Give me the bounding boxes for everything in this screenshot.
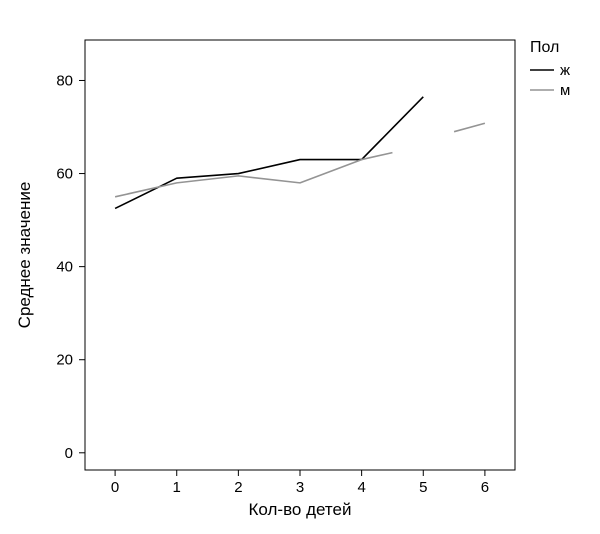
x-tick-label: 0 — [111, 479, 119, 496]
x-tick-label: 2 — [234, 479, 242, 496]
series-line-f — [115, 97, 423, 209]
x-tick-label: 3 — [296, 479, 304, 496]
series-line-m — [454, 123, 485, 131]
chart-svg: 0123456020406080Кол-во детейСреднее знач… — [0, 0, 600, 534]
x-tick-label: 4 — [357, 479, 365, 496]
x-tick-label: 5 — [419, 479, 427, 496]
y-tick-label: 40 — [56, 259, 73, 276]
y-tick-label: 60 — [56, 166, 73, 183]
legend-label-m: м — [560, 82, 570, 99]
y-tick-label: 80 — [56, 72, 73, 89]
legend-label-f: ж — [560, 62, 570, 79]
plot-border — [85, 40, 515, 470]
line-chart: 0123456020406080Кол-во детейСреднее знач… — [0, 0, 600, 534]
x-tick-label: 1 — [173, 479, 181, 496]
legend-title: Пол — [530, 39, 559, 56]
y-axis-label: Среднее значение — [15, 182, 34, 329]
x-axis-label: Кол-во детей — [249, 500, 352, 519]
y-tick-label: 20 — [56, 352, 73, 369]
x-tick-label: 6 — [481, 479, 489, 496]
y-tick-label: 0 — [65, 445, 73, 462]
